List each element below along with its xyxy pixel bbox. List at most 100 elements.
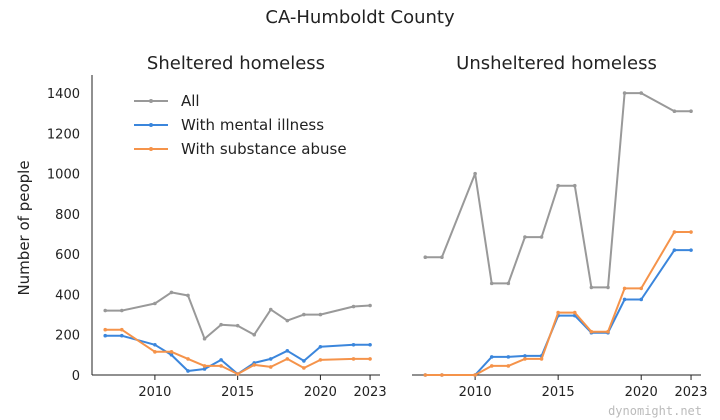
data-point-with-mental-illness bbox=[202, 367, 207, 371]
legend-marker bbox=[149, 123, 153, 127]
data-point-all bbox=[186, 293, 190, 298]
data-point-with-substance-abuse bbox=[440, 373, 444, 377]
x-tick-label: 2015 bbox=[221, 385, 254, 400]
y-tick-label: 800 bbox=[55, 208, 80, 223]
data-point-with-mental-illness bbox=[186, 369, 190, 373]
data-point-all bbox=[556, 183, 560, 188]
data-point-all bbox=[119, 308, 124, 313]
data-point-with-substance-abuse bbox=[153, 350, 157, 354]
series-line-with-substance-abuse bbox=[105, 328, 371, 375]
data-point-all bbox=[368, 303, 372, 308]
data-point-with-substance-abuse bbox=[539, 357, 544, 361]
series-line-with-substance-abuse bbox=[425, 231, 691, 376]
data-point-with-substance-abuse bbox=[219, 364, 223, 368]
legend-label: With substance abuse bbox=[181, 140, 347, 158]
data-point-with-substance-abuse bbox=[672, 230, 677, 234]
data-point-all bbox=[689, 109, 693, 113]
data-point-with-substance-abuse bbox=[268, 365, 273, 369]
y-tick-label: 1400 bbox=[47, 87, 80, 102]
data-point-with-substance-abuse bbox=[186, 357, 190, 361]
y-tick-label: 1000 bbox=[47, 168, 80, 183]
data-point-with-mental-illness bbox=[169, 353, 174, 357]
chart-unsheltered: Unsheltered homeless 2010 2015 2020 2023 bbox=[412, 53, 708, 400]
data-point-all bbox=[169, 290, 174, 295]
chart-title: Unsheltered homeless bbox=[456, 53, 657, 74]
data-point-all bbox=[440, 255, 444, 259]
chart-title: Sheltered homeless bbox=[147, 53, 325, 74]
data-point-with-mental-illness bbox=[672, 248, 677, 252]
y-axis-label: Number of people bbox=[15, 160, 33, 295]
data-point-all bbox=[103, 308, 108, 313]
data-point-with-substance-abuse bbox=[285, 357, 290, 361]
data-point-with-substance-abuse bbox=[351, 357, 356, 361]
y-tick-label: 200 bbox=[55, 329, 80, 344]
data-point-all bbox=[351, 304, 356, 309]
x-tick-label: 2015 bbox=[542, 385, 575, 400]
x-tick-label: 2023 bbox=[354, 385, 387, 400]
data-point-with-mental-illness bbox=[523, 354, 527, 358]
y-tick-label: 600 bbox=[55, 248, 80, 263]
data-point-with-mental-illness bbox=[103, 333, 108, 338]
chart-sheltered: Sheltered homeless 2010 2015 2020 2023 0 200 40… bbox=[47, 53, 387, 400]
legend-item-with-substance-abuse: With substance abuse bbox=[134, 140, 347, 158]
data-point-with-mental-illness bbox=[119, 333, 124, 338]
x-tick-label: 2010 bbox=[459, 385, 492, 400]
legend-label: With mental illness bbox=[181, 116, 324, 134]
data-point-with-mental-illness bbox=[318, 345, 323, 349]
data-point-all bbox=[235, 323, 240, 328]
data-point-with-substance-abuse bbox=[318, 358, 323, 362]
y-tick-label: 0 bbox=[72, 369, 80, 384]
data-point-all bbox=[489, 281, 494, 286]
series-line-all bbox=[425, 92, 691, 289]
data-point-with-mental-illness bbox=[639, 297, 644, 302]
data-point-all bbox=[153, 301, 157, 306]
legend: All With mental illness With substance abu… bbox=[134, 92, 347, 158]
data-point-with-mental-illness bbox=[302, 359, 306, 363]
data-point-with-substance-abuse bbox=[506, 364, 511, 368]
x-tick-label: 2010 bbox=[138, 385, 171, 400]
series-line-with-mental-illness bbox=[105, 334, 371, 375]
data-point-all bbox=[318, 312, 323, 317]
y-tick-label: 400 bbox=[55, 288, 80, 303]
data-point-all bbox=[639, 91, 644, 95]
y-tick-label: 1200 bbox=[47, 127, 80, 142]
data-point-with-substance-abuse bbox=[572, 310, 577, 315]
data-point-with-mental-illness bbox=[506, 355, 511, 359]
data-point-with-substance-abuse bbox=[235, 372, 240, 376]
legend-marker bbox=[149, 99, 153, 103]
data-point-all bbox=[202, 336, 207, 341]
data-point-all bbox=[523, 235, 527, 239]
data-point-all bbox=[473, 171, 477, 176]
data-point-with-mental-illness bbox=[489, 355, 494, 359]
data-point-all bbox=[589, 285, 594, 290]
data-point-all bbox=[539, 235, 544, 239]
data-point-with-substance-abuse bbox=[252, 363, 257, 367]
data-point-all bbox=[572, 183, 577, 188]
data-point-with-mental-illness bbox=[689, 248, 693, 252]
data-point-all bbox=[606, 285, 610, 290]
data-point-with-substance-abuse bbox=[368, 357, 372, 361]
legend-label: All bbox=[181, 92, 200, 110]
figure-title: CA-Humboldt County bbox=[265, 7, 455, 28]
data-point-with-mental-illness bbox=[285, 349, 290, 353]
legend-item-all: All bbox=[134, 92, 200, 110]
data-point-with-substance-abuse bbox=[556, 310, 560, 315]
data-point-with-mental-illness bbox=[268, 357, 273, 361]
x-tick-label: 2020 bbox=[625, 385, 658, 400]
data-point-with-substance-abuse bbox=[119, 327, 124, 332]
data-point-with-mental-illness bbox=[622, 297, 627, 302]
data-point-with-substance-abuse bbox=[689, 230, 693, 234]
data-point-with-substance-abuse bbox=[423, 373, 428, 377]
data-point-with-substance-abuse bbox=[473, 373, 477, 377]
data-point-all bbox=[622, 91, 627, 95]
data-point-all bbox=[506, 281, 511, 286]
data-point-all bbox=[302, 312, 306, 317]
data-point-with-substance-abuse bbox=[622, 286, 627, 291]
data-point-with-mental-illness bbox=[351, 342, 356, 347]
series-line-all bbox=[105, 291, 371, 340]
data-point-with-substance-abuse bbox=[202, 364, 207, 368]
data-point-all bbox=[423, 255, 428, 259]
watermark: dynomight.net bbox=[608, 404, 702, 418]
x-tick-label: 2020 bbox=[304, 385, 337, 400]
